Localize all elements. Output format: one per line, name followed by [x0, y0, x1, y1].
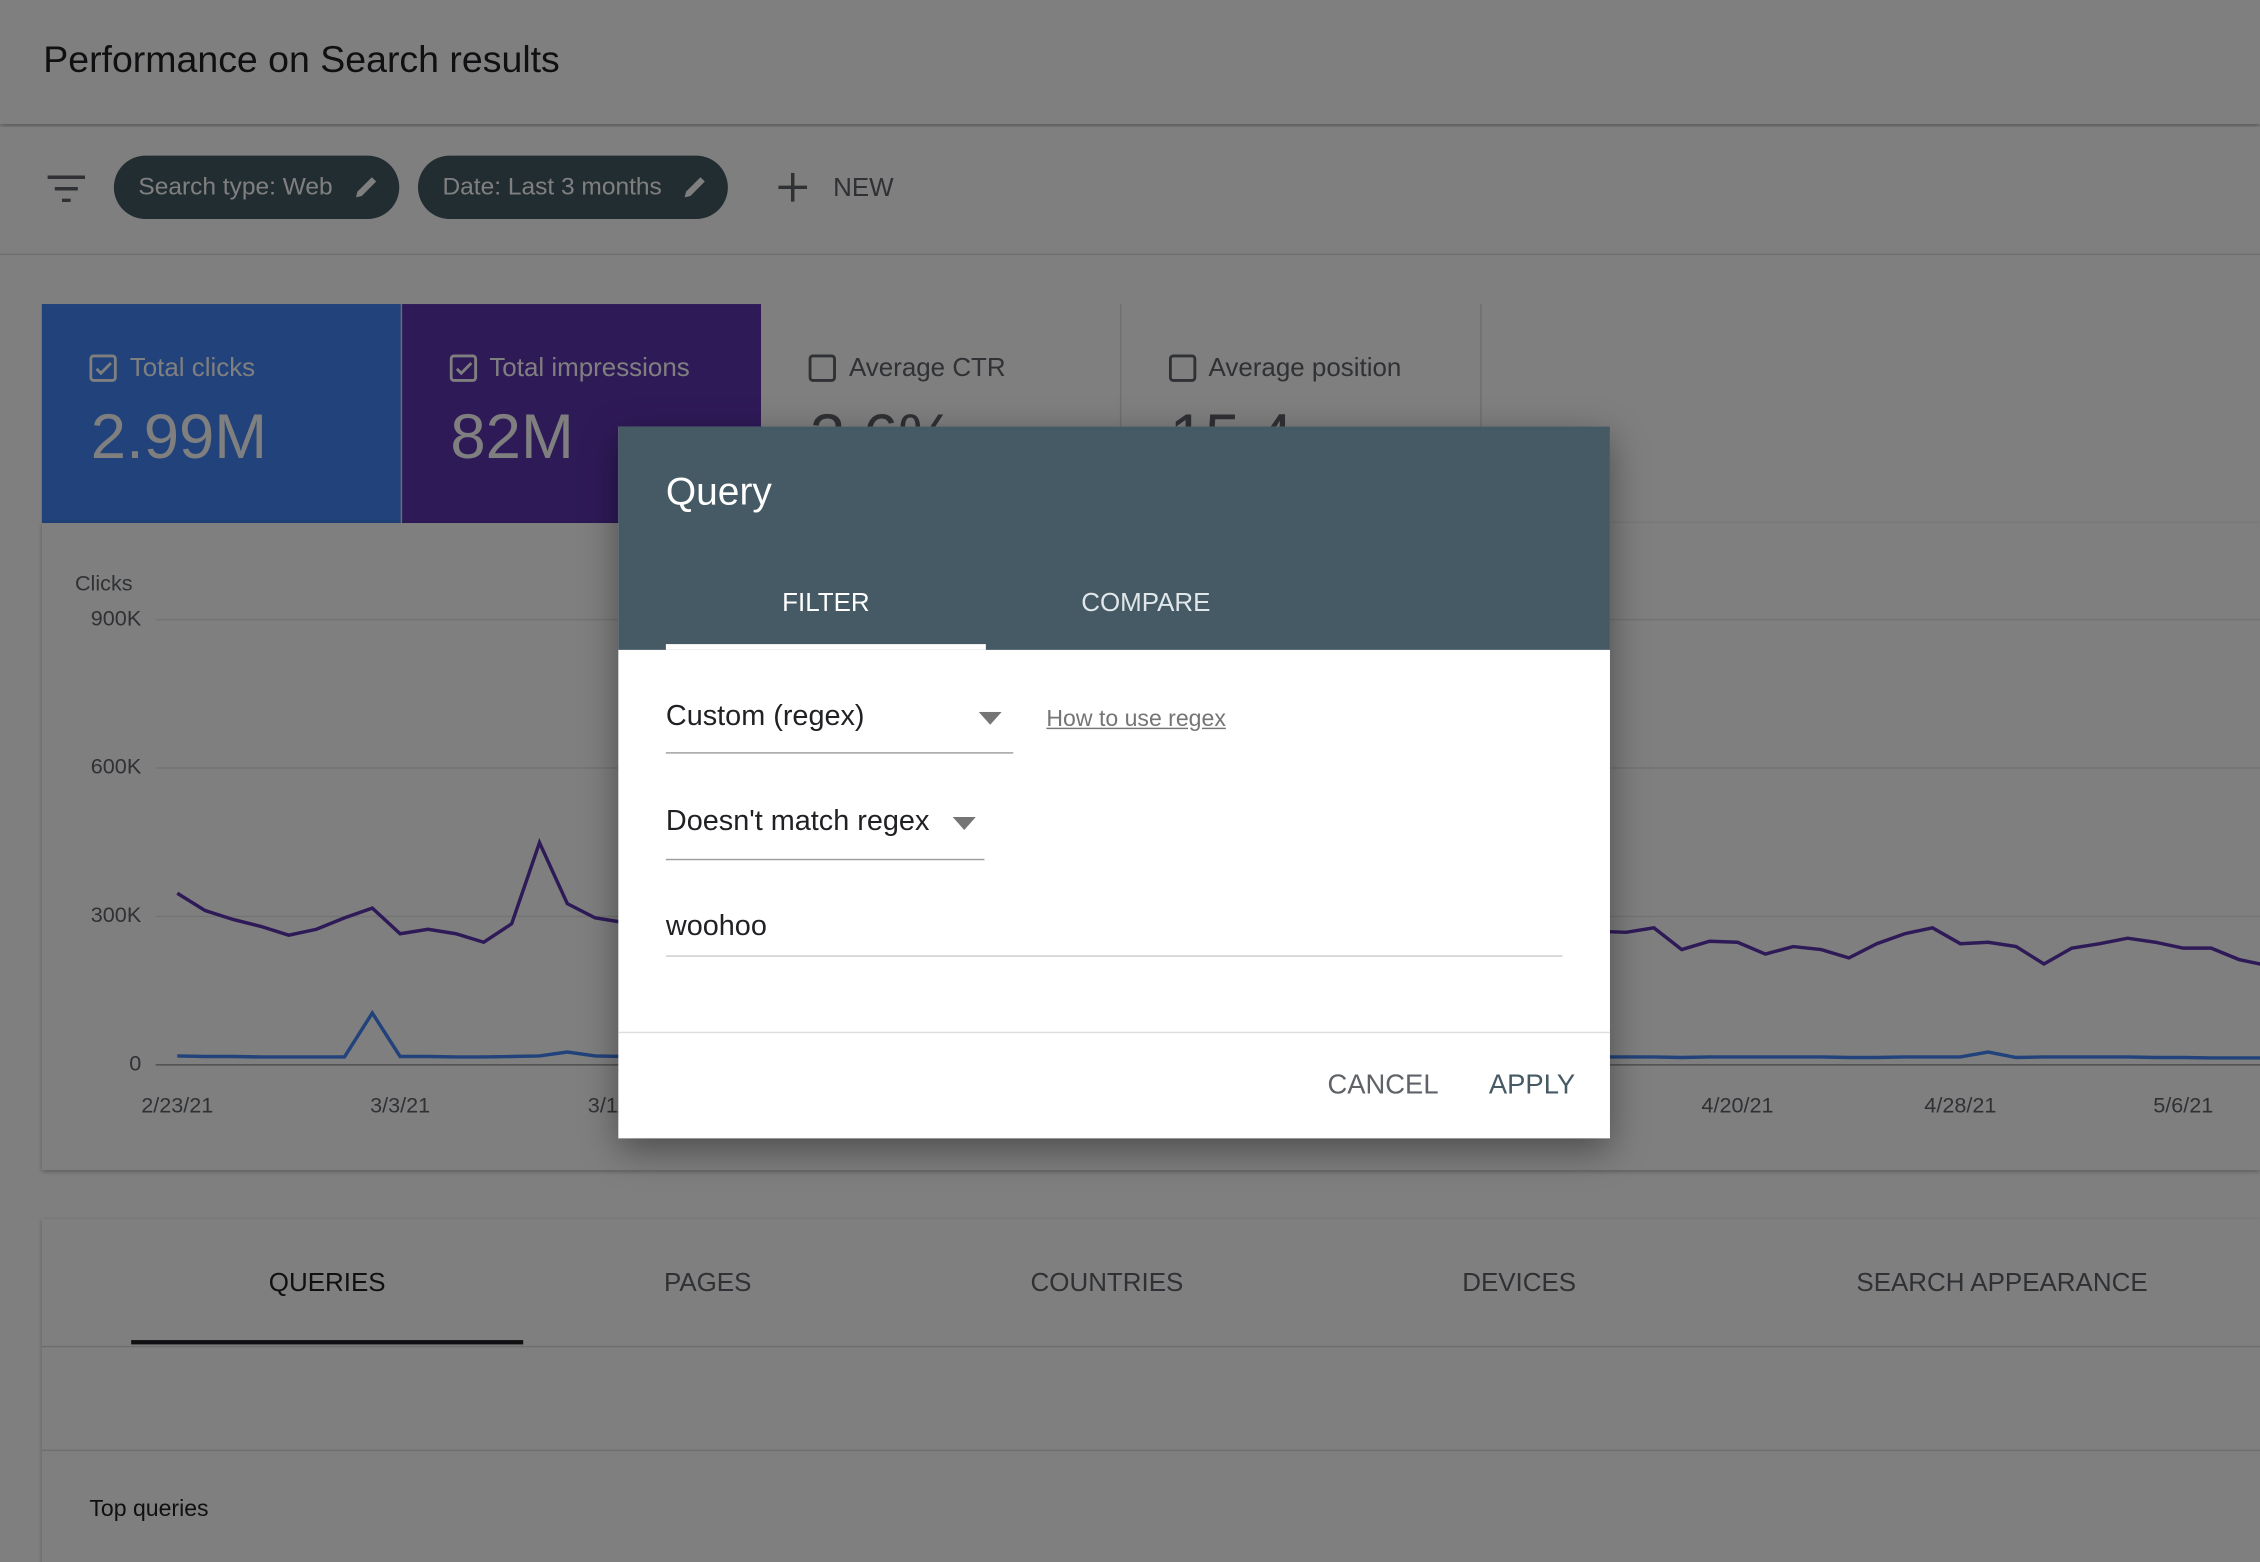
dialog-header: Query FILTER COMPARE — [618, 426, 1610, 650]
active-tab-indicator — [665, 644, 986, 650]
help-link[interactable]: How to use regex — [1046, 707, 1226, 733]
dropdown-arrow — [952, 817, 976, 830]
cancel-button[interactable]: CANCEL — [1327, 1070, 1439, 1101]
dialog-tab[interactable]: FILTER — [782, 587, 870, 617]
filter-type-select[interactable]: Custom (regex) — [665, 700, 1014, 754]
select-value: Custom (regex) — [665, 700, 865, 733]
input-value: woohoo — [665, 910, 767, 943]
dialog-tab[interactable]: COMPARE — [1081, 587, 1211, 617]
divider — [618, 1031, 1610, 1034]
dialog-title: Query — [665, 469, 772, 513]
regex-input[interactable]: woohoo — [665, 910, 1563, 957]
apply-button[interactable]: APPLY — [1488, 1070, 1576, 1101]
select-value: Doesn't match regex — [665, 805, 930, 838]
operator-select[interactable]: Doesn't match regex — [665, 805, 985, 861]
query-dialog: Query FILTER COMPARE Custom (regex) How … — [618, 426, 1610, 1139]
dropdown-arrow — [978, 711, 1002, 725]
